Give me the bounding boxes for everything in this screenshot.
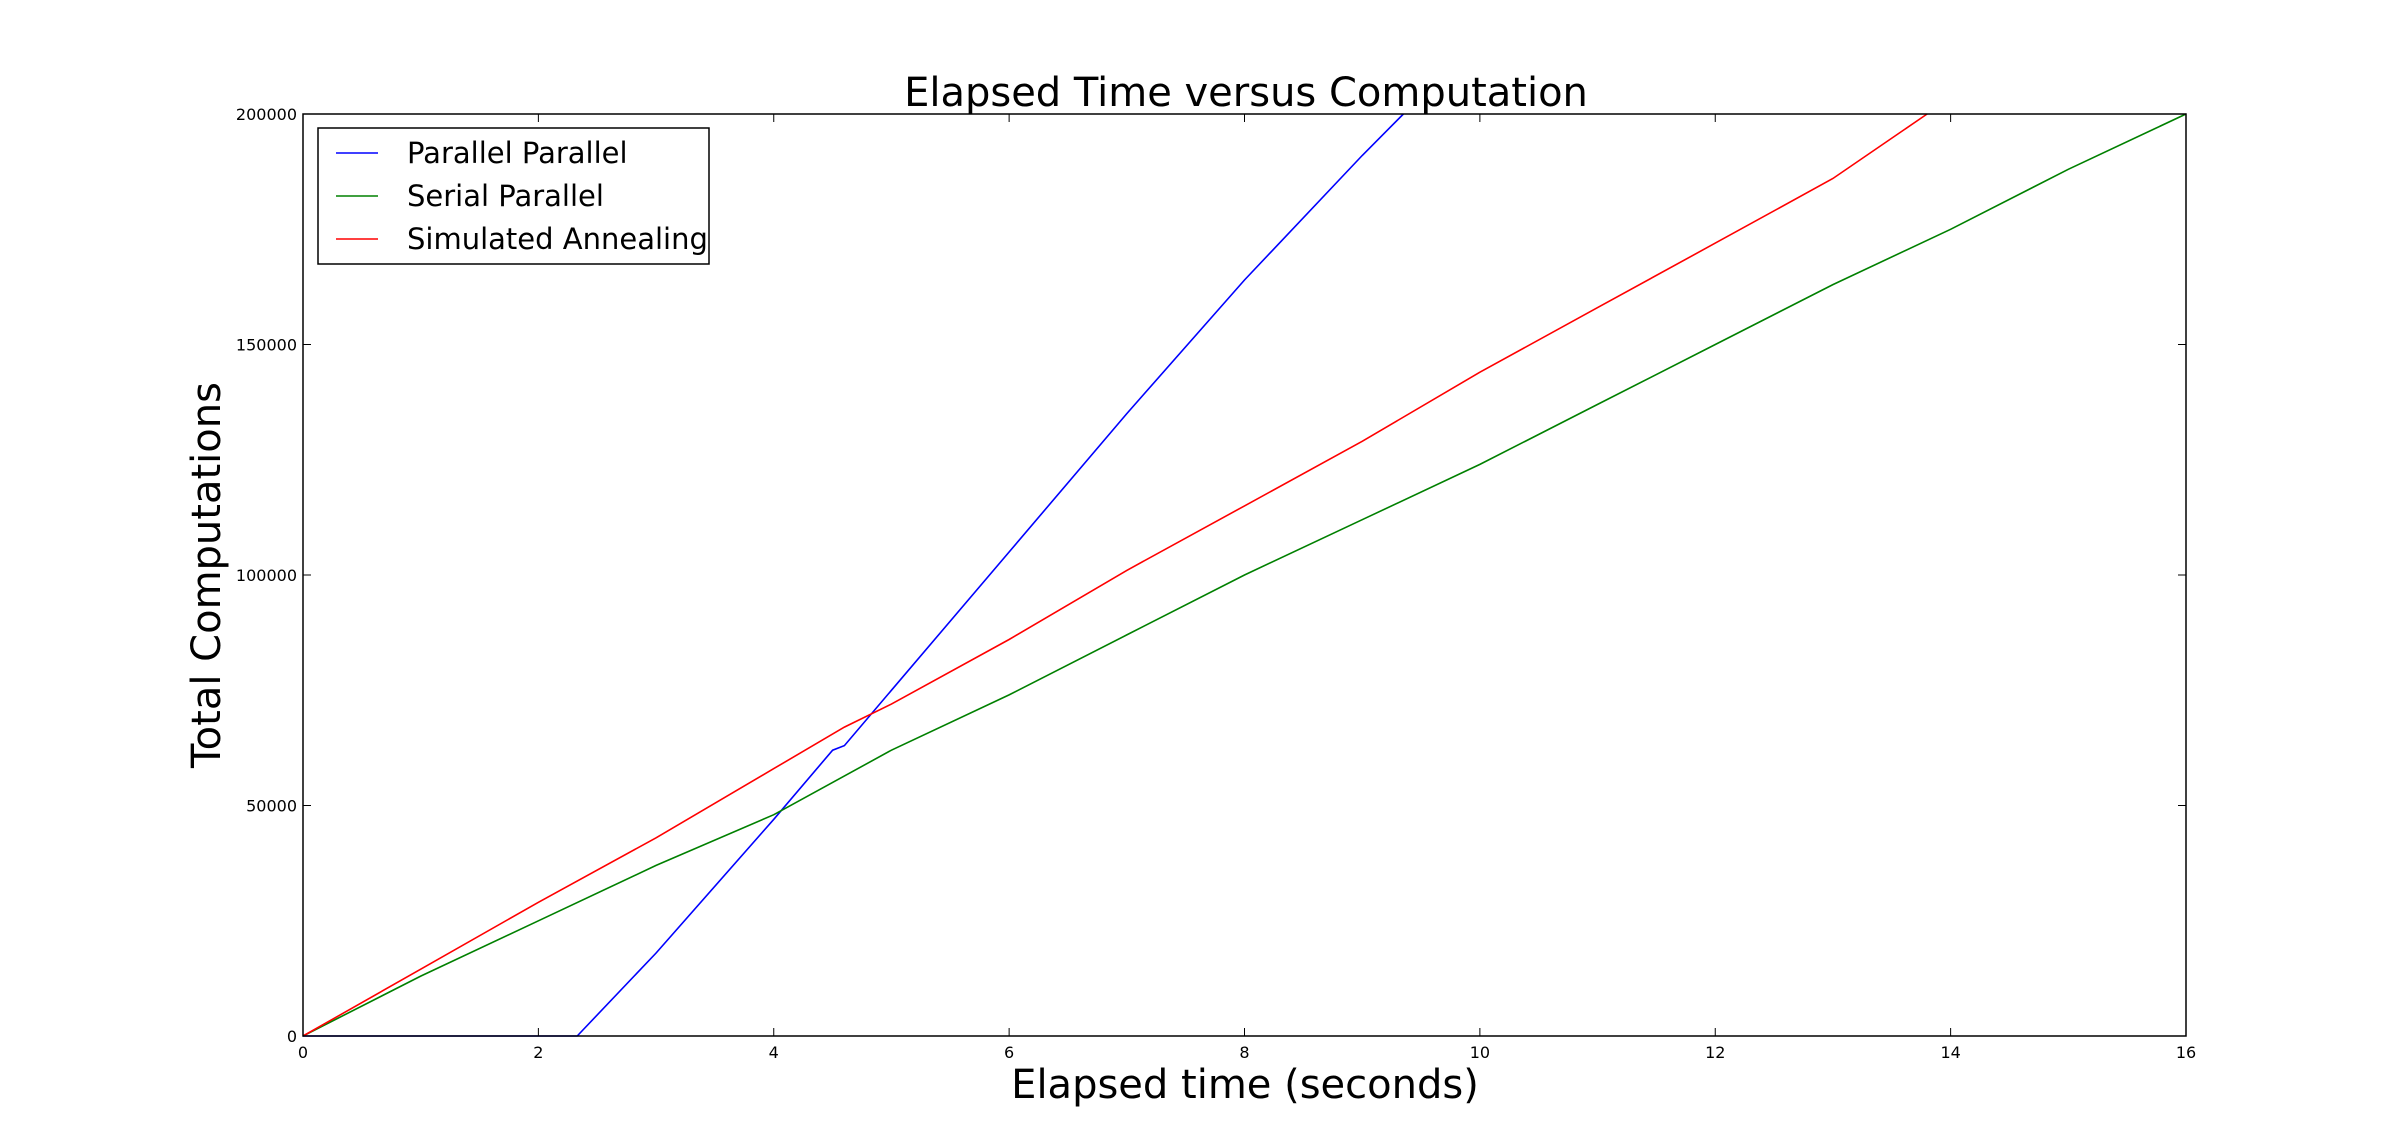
y-tick-label: 150000 (236, 336, 297, 355)
legend-entries: Parallel Parallel Serial Parallel Simulate… (336, 136, 708, 256)
legend-label-2: Serial Parallel (407, 179, 604, 213)
y-tick-label: 200000 (236, 105, 297, 124)
y-tick-label: 0 (287, 1027, 297, 1046)
x-tick-label: 8 (1239, 1043, 1249, 1062)
x-tick-label: 6 (1004, 1043, 1014, 1062)
legend-label-1: Parallel Parallel (407, 136, 628, 170)
legend-label-3: Simulated Annealing (407, 222, 708, 256)
x-axis-label: Elapsed time (seconds) (1011, 1062, 1479, 1108)
x-tick-label: 0 (298, 1043, 308, 1062)
x-tick-label: 16 (2176, 1043, 2196, 1062)
legend-box (317, 127, 710, 265)
y-tick-label: 50000 (246, 797, 297, 816)
x-tick-label: 2 (533, 1043, 543, 1062)
legend: Parallel Parallel Serial Parallel Simulate… (317, 127, 710, 265)
y-tick-label: 100000 (236, 566, 297, 585)
y-axis-ticks: 0 50000 100000 150000 200000 (236, 105, 2186, 1046)
series-line-1 (303, 113, 1404, 1037)
y-axis-label: Total Computations (184, 382, 230, 769)
x-axis-ticks: 0 2 4 6 8 10 12 14 16 (298, 114, 2196, 1062)
series-line-3 (302, 113, 1928, 1037)
x-tick-label: 12 (1705, 1043, 1725, 1062)
x-tick-label: 14 (1940, 1043, 1960, 1062)
chart-title: Elapsed Time versus Computation (904, 70, 1588, 116)
x-tick-label: 10 (1470, 1043, 1490, 1062)
series-layer (302, 113, 2187, 1037)
x-tick-label: 4 (769, 1043, 779, 1062)
series-line-2 (302, 113, 2187, 1037)
